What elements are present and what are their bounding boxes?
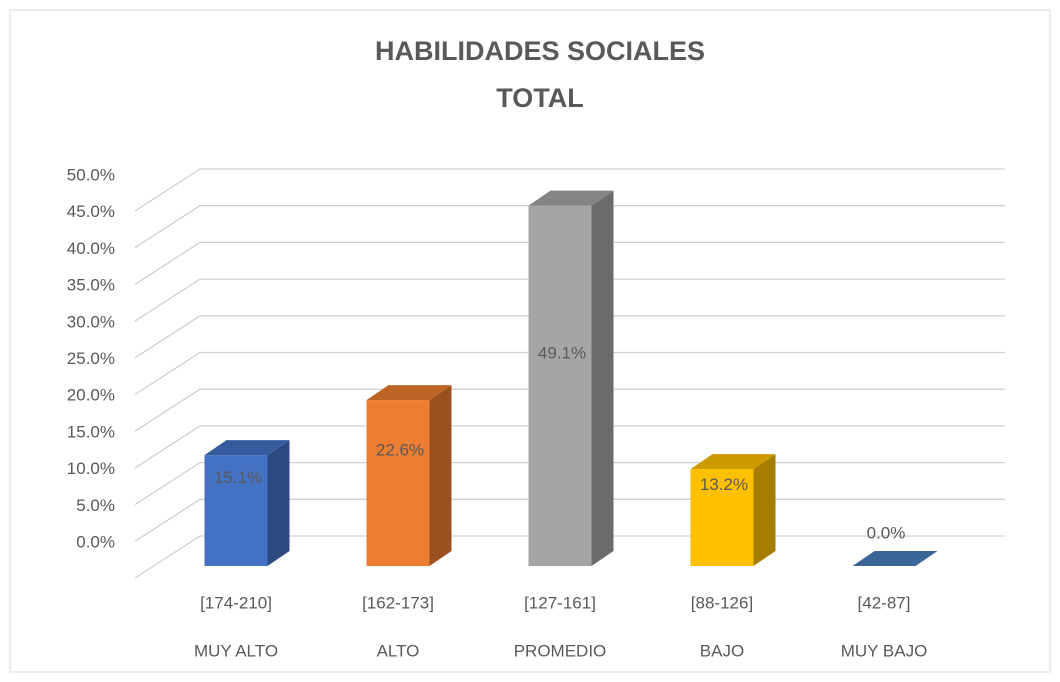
bar-front [528, 205, 592, 566]
y-tick-label: 50.0% [67, 165, 115, 184]
bar [366, 385, 452, 566]
x-tick-label: [88-126] [691, 593, 753, 612]
grid-line [134, 315, 1005, 359]
y-tick-label: 0.0% [76, 532, 115, 551]
x-tick-label: [42-87] [858, 593, 911, 612]
bar-top [690, 454, 776, 470]
grid-line [134, 241, 1005, 285]
y-tick-label: 30.0% [67, 312, 115, 331]
x-tick-sublabel: MUY ALTO [194, 641, 278, 660]
y-tick-label: 40.0% [67, 239, 115, 258]
bar-side [429, 385, 452, 566]
data-label: 0.0% [867, 523, 906, 542]
bar-top [366, 385, 452, 401]
x-tick-label: [162-173] [362, 593, 434, 612]
y-tick-label: 5.0% [76, 496, 115, 515]
grid-line [134, 425, 1005, 469]
x-tick-sublabel: BAJO [700, 641, 744, 660]
grid-line [134, 351, 1005, 396]
bar-front [204, 455, 268, 566]
grid-line [134, 278, 1005, 322]
bar-top [204, 440, 290, 456]
x-tick-sublabel: PROMEDIO [514, 641, 607, 660]
bar-top [528, 190, 614, 206]
y-tick-label: 25.0% [67, 349, 115, 368]
bar [204, 440, 290, 566]
bar [852, 551, 938, 566]
bar-side [591, 190, 614, 566]
bar-side [753, 454, 776, 566]
chart-subtitle: TOTAL [496, 83, 584, 113]
data-label: 49.1% [538, 343, 586, 362]
bar-side [267, 440, 290, 566]
bar-front [690, 469, 754, 566]
y-tick-label: 35.0% [67, 276, 115, 295]
grid-line [134, 388, 1005, 432]
chart-title: HABILIDADES SOCIALES [375, 36, 705, 66]
bar [528, 190, 614, 566]
y-tick-label: 45.0% [67, 202, 115, 221]
data-label: 15.1% [214, 468, 262, 487]
x-tick-sublabel: MUY BAJO [841, 641, 928, 660]
bar-front [366, 400, 430, 566]
grid-line [134, 168, 1005, 212]
y-tick-label: 20.0% [67, 386, 115, 405]
bar [690, 454, 776, 566]
x-tick-label: [174-210] [200, 593, 272, 612]
data-label: 22.6% [376, 441, 424, 460]
y-tick-label: 10.0% [67, 459, 115, 478]
data-label: 13.2% [700, 475, 748, 494]
x-tick-label: [127-161] [524, 593, 596, 612]
bar-top [852, 551, 938, 566]
x-tick-sublabel: ALTO [377, 641, 420, 660]
grid-line [134, 205, 1005, 249]
y-tick-label: 15.0% [67, 422, 115, 441]
